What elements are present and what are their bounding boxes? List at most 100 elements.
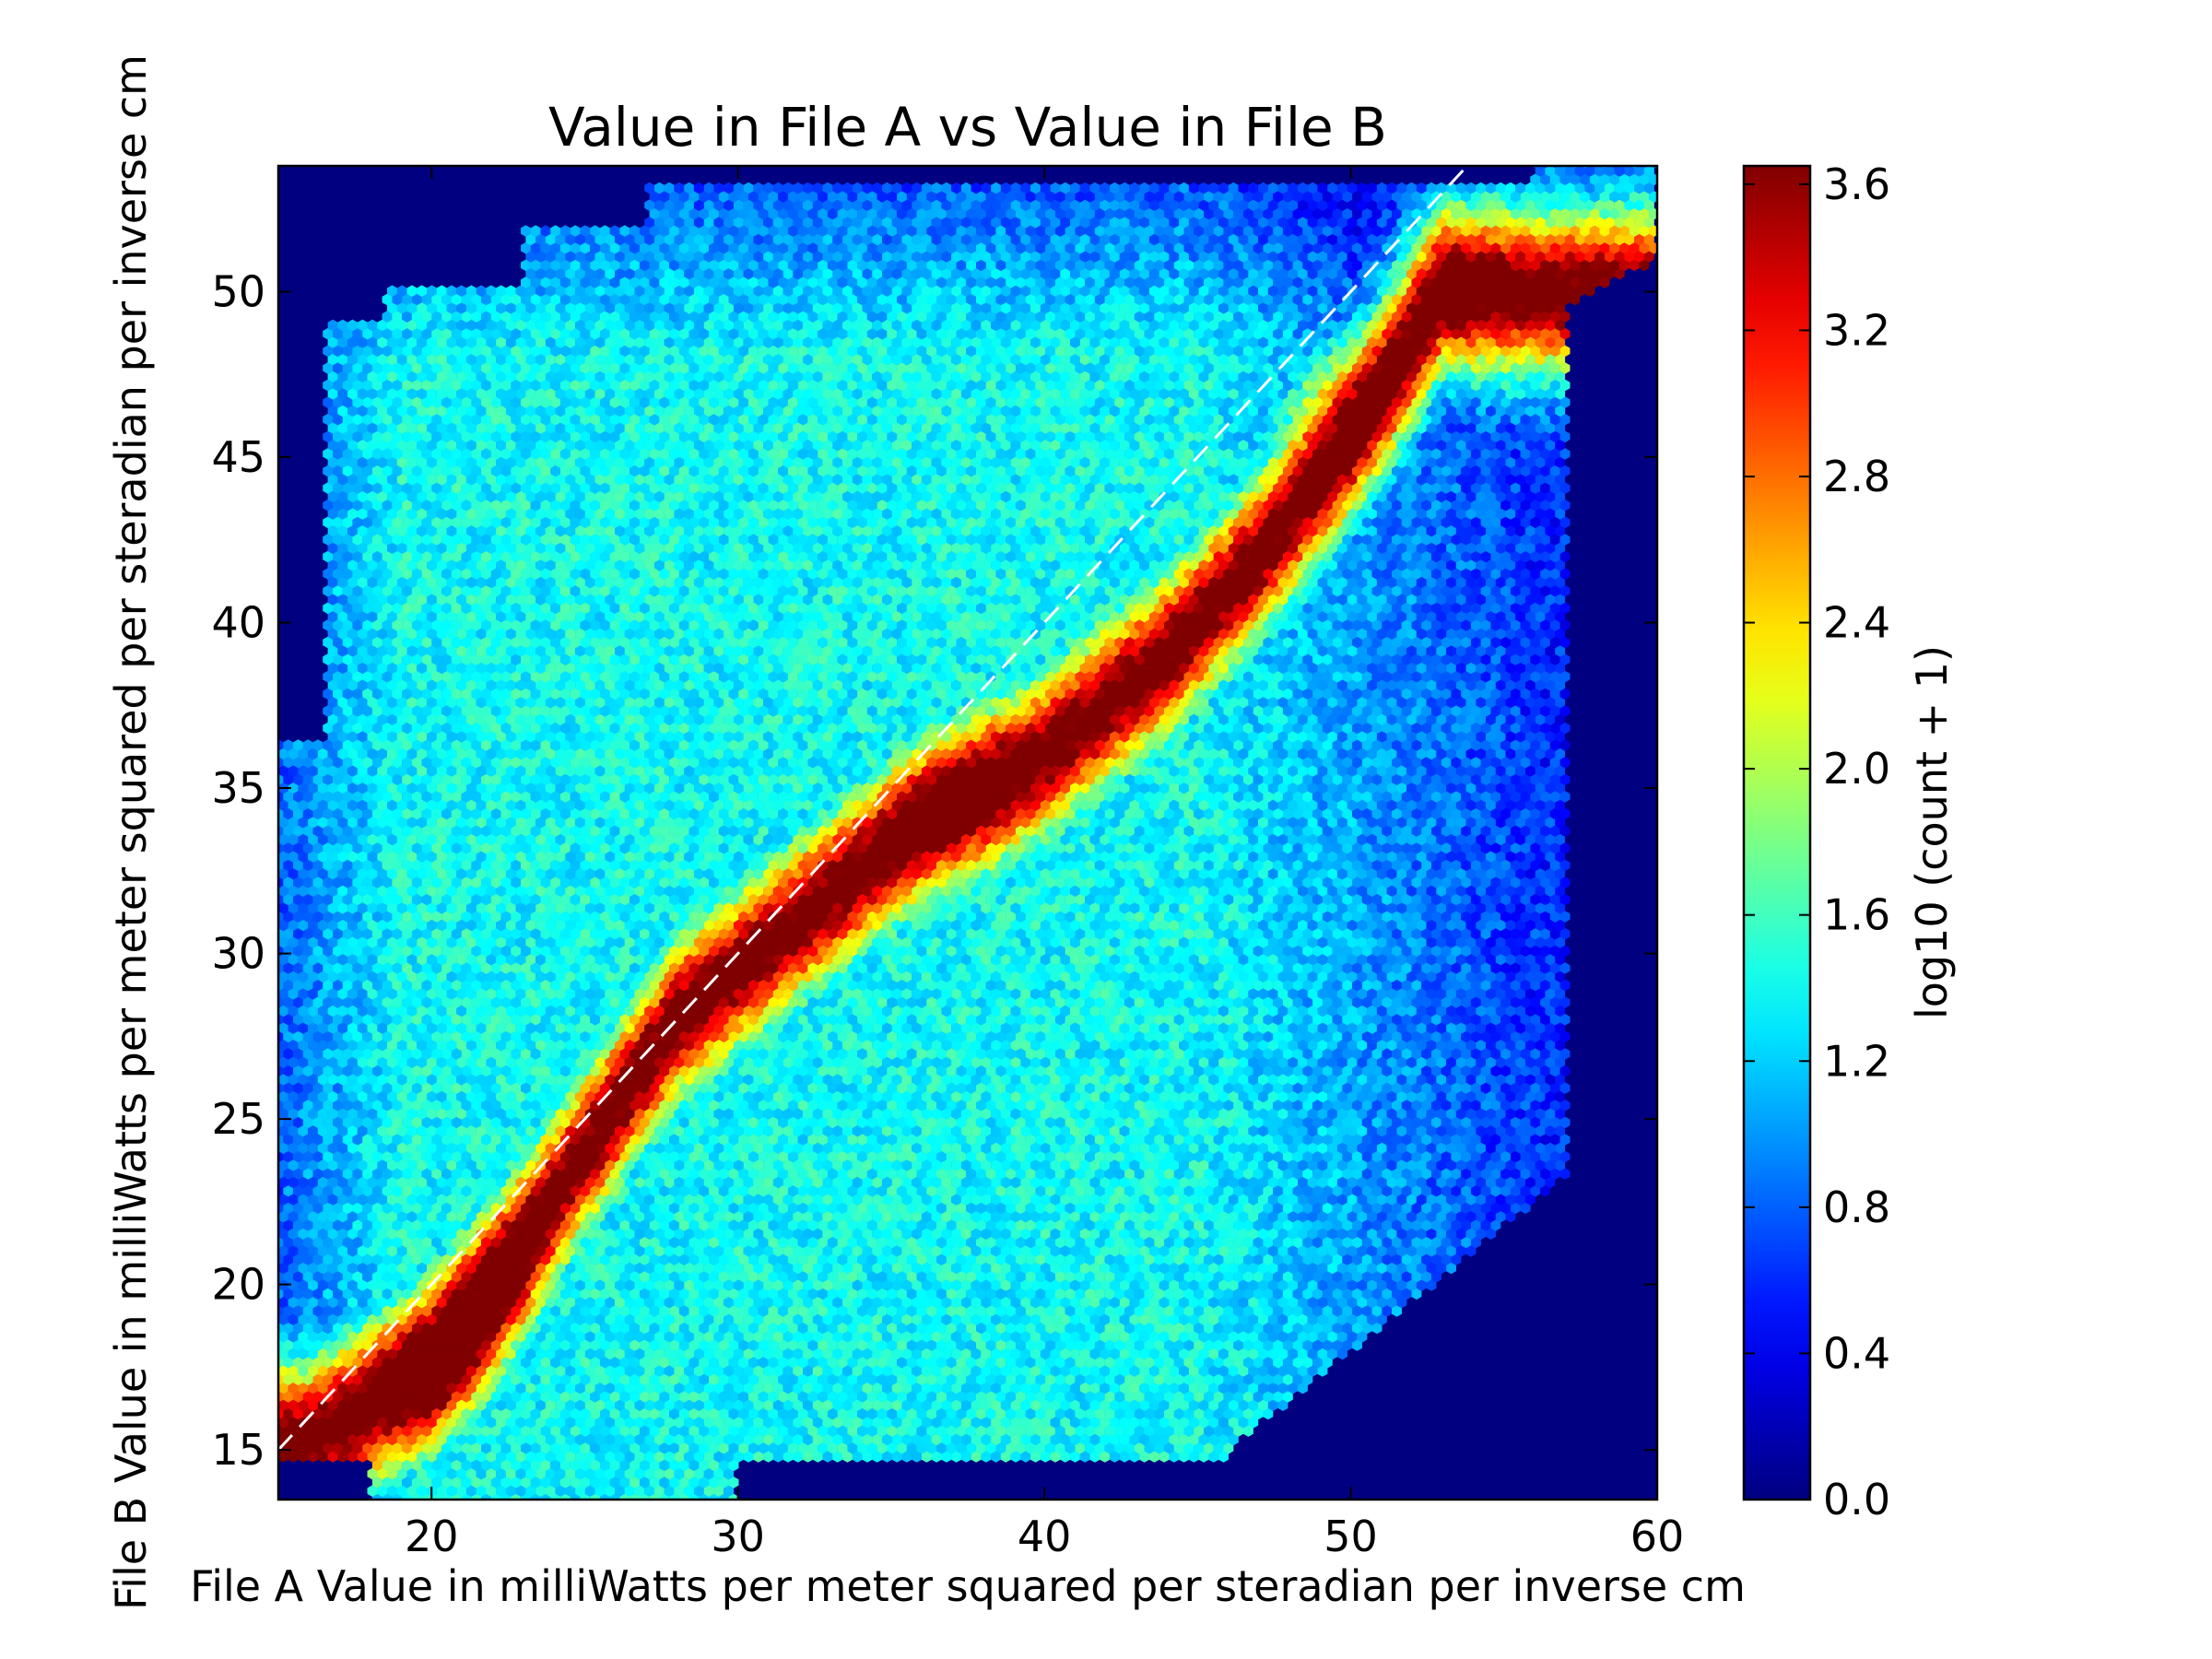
hexbin-cell [323, 1441, 334, 1454]
hexbin-cell [302, 1441, 313, 1454]
hexbin-cell [818, 1441, 829, 1454]
hexbin-cell [535, 1451, 547, 1463]
hexbin-cell [743, 1433, 754, 1446]
hexbin-cell [901, 1451, 912, 1463]
hexbin-cell [1173, 1441, 1184, 1454]
hexbin-cell [550, 1459, 561, 1472]
hexbin-cell [832, 1451, 843, 1463]
hexbin-cell [862, 1451, 873, 1463]
hexbin-cell [1109, 1433, 1120, 1446]
hexbin-cell [465, 1451, 477, 1463]
hexbin-cell [417, 1451, 428, 1463]
hexbin-cell [387, 1467, 397, 1480]
hexbin-cell [521, 1425, 531, 1437]
hexbin-cell [605, 1433, 616, 1446]
hexbin-cell [1094, 1425, 1105, 1437]
hexbin-cell [629, 1425, 641, 1437]
hexbin-cell [724, 1467, 735, 1480]
hexbin-cell [827, 1425, 838, 1437]
hexbin-cell [718, 1459, 729, 1472]
hexbin-cell [709, 1477, 719, 1488]
hexbin-cell [654, 1433, 665, 1446]
hexbin-cell [535, 1417, 547, 1429]
hexbin-cell [505, 1485, 516, 1497]
hexbin-cell [1070, 1433, 1080, 1446]
hexbin-cell [901, 1417, 912, 1429]
hexbin-cell [1104, 1441, 1115, 1454]
hexbin-cell [545, 1485, 556, 1497]
hexbin-cell [605, 1451, 616, 1463]
hexbin-cell [575, 1433, 585, 1446]
hexbin-cell [951, 1451, 962, 1463]
hexbin-cell [431, 1441, 442, 1454]
hexbin-cell [664, 1417, 675, 1429]
hexbin-cell [793, 1451, 804, 1463]
hexbin-cell [634, 1451, 645, 1463]
hexbin-cell [772, 1433, 783, 1446]
hexbin-cell [382, 1425, 393, 1437]
hexbin-cell [946, 1425, 957, 1437]
hexbin-cell [594, 1451, 606, 1463]
hexbin-cell [521, 1441, 531, 1454]
hexbin-cell [1204, 1441, 1214, 1454]
hexbin-cell [357, 1433, 368, 1446]
hexbin-cell [778, 1441, 789, 1454]
hexbin-cell [684, 1417, 695, 1429]
hexbin-cell [500, 1441, 512, 1454]
hexbin-cell [367, 1467, 378, 1480]
hexbin-cell [862, 1433, 873, 1446]
hexbin-cell [481, 1441, 491, 1454]
hexbin-cell [960, 1417, 971, 1429]
hexbin-cell [684, 1467, 695, 1480]
hexbin-cell [456, 1451, 467, 1463]
hexbin-cell [1164, 1441, 1174, 1454]
hexbin-cell [382, 1441, 393, 1454]
hexbin-cell [639, 1425, 650, 1437]
hexbin-cell [882, 1451, 892, 1463]
hexbin-cell [1100, 1433, 1111, 1446]
hexbin-cell [535, 1485, 547, 1497]
hexbin-cell [921, 1417, 932, 1429]
hexbin-cell [293, 1425, 303, 1437]
hexbin-cell [1188, 1433, 1199, 1446]
hexbin-cell [565, 1433, 576, 1446]
hexbin-cell [693, 1485, 704, 1497]
hexbin-cell [1000, 1451, 1011, 1463]
hexbin-cell [609, 1477, 620, 1488]
hexbin-cell [1109, 1451, 1120, 1463]
hexbin-cell [441, 1459, 452, 1472]
hexbin-cell [728, 1441, 739, 1454]
hexbin-cell [1030, 1451, 1041, 1463]
hexbin-cell [644, 1467, 655, 1480]
hexbin-cell [555, 1485, 566, 1497]
hexbin-cell [590, 1459, 601, 1472]
hexbin-cell [1129, 1451, 1140, 1463]
hexbin-cell [842, 1417, 853, 1429]
hexbin-cell [392, 1441, 403, 1454]
hexbin-cell [590, 1425, 601, 1437]
hexbin-cell [906, 1441, 917, 1454]
hexbin-cell [417, 1485, 428, 1497]
hexbin-cell [724, 1451, 735, 1463]
hexbin-cell [371, 1477, 382, 1488]
hexbin-cell [511, 1459, 522, 1472]
hexbin-cell [847, 1441, 858, 1454]
hexbin-cell [436, 1433, 447, 1446]
hexbin-cell [782, 1417, 794, 1429]
hexbin-cell [347, 1451, 358, 1463]
hexbin-cell [866, 1441, 877, 1454]
hexbin-cell [599, 1459, 610, 1472]
hexbin-cell [417, 1467, 428, 1480]
hexbin-cell [1154, 1441, 1165, 1454]
hexbin-cell [327, 1433, 338, 1446]
hexbin-cell [382, 1459, 393, 1472]
hexbin-cell [500, 1477, 512, 1488]
hexbin-cell [337, 1433, 348, 1446]
hexbin-cell [337, 1417, 348, 1429]
hexbin-cell [515, 1467, 526, 1480]
hexbin-cell [476, 1417, 487, 1429]
hexbin-cell [465, 1485, 477, 1497]
hexbin-cell [540, 1459, 551, 1472]
hexbin-cell [308, 1451, 319, 1463]
hexbin-cell [703, 1417, 714, 1429]
